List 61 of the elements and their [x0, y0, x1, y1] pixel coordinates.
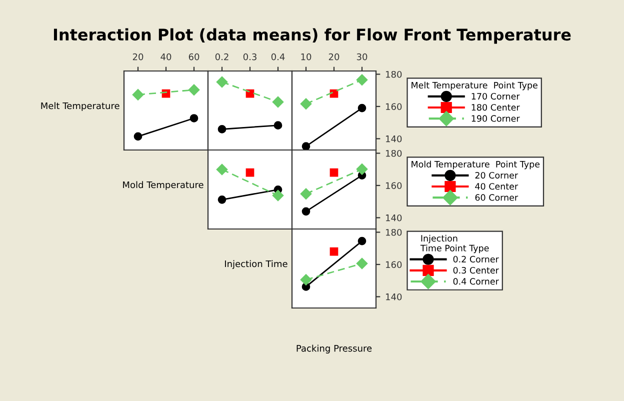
x-tick-label: 60 [188, 53, 200, 60]
legend-label: 190 Corner [472, 115, 520, 122]
point [216, 76, 228, 88]
x-tick-label: 0.4 [271, 53, 285, 60]
point [302, 207, 310, 216]
point [272, 96, 284, 108]
point [300, 98, 312, 110]
legend-title: Injection Time Point Type [420, 234, 489, 254]
y-tick-label: 160 [386, 103, 402, 110]
point [216, 164, 228, 176]
x-tick-label: 0.3 [243, 53, 256, 60]
point [134, 132, 142, 141]
point [356, 74, 368, 86]
point [300, 274, 312, 286]
point [300, 188, 312, 200]
y-axis-title: Mold Temperature [123, 181, 204, 190]
x-axis-title: Packing Pressure [296, 344, 372, 354]
legend-label: 0.2 Corner [453, 256, 499, 262]
point [302, 142, 310, 150]
point [218, 195, 226, 204]
legend-label: 40 Center [475, 183, 518, 190]
point [330, 168, 338, 177]
legend-title: Mold Temperature Point Type [412, 160, 540, 170]
legend-label: 170 Corner [472, 92, 520, 100]
point [356, 258, 368, 270]
legend-label: 0.4 Corner [453, 278, 499, 285]
point [190, 114, 198, 122]
point [358, 236, 366, 246]
x-tick-label: 30 [356, 53, 368, 60]
point [246, 168, 254, 177]
x-tick-label: 20 [132, 53, 144, 60]
y-tick-label: 140 [386, 135, 402, 142]
y-axis-title: Melt Temperature [41, 102, 120, 111]
point [330, 247, 338, 256]
y-tick-label: 140 [386, 214, 402, 222]
y-tick-label: 140 [386, 293, 402, 300]
legend-title: Melt Temperature Point Type [412, 82, 538, 90]
x-tick-label: 10 [301, 53, 312, 60]
point [330, 89, 338, 98]
legend-label: 20 Corner [475, 172, 518, 179]
legend-label: 0.3 Center [453, 266, 499, 274]
point [272, 190, 284, 202]
legend-label: 180 Center [472, 104, 520, 111]
y-tick-label: 160 [386, 182, 402, 190]
y-tick-label: 180 [386, 150, 402, 157]
point [218, 125, 226, 134]
point [188, 84, 200, 96]
point [132, 89, 144, 100]
legend-label: 60 Corner [475, 194, 518, 201]
x-tick-label: 0.2 [215, 53, 228, 60]
y-axis-title: Injection Time [225, 260, 288, 269]
y-tick-label: 160 [386, 261, 402, 268]
point [358, 104, 366, 112]
point [274, 121, 282, 130]
point [246, 89, 254, 98]
x-tick-label: 40 [160, 53, 172, 60]
x-tick-label: 20 [328, 53, 340, 60]
point [356, 164, 368, 175]
y-tick-label: 180 [386, 70, 402, 78]
y-tick-label: 180 [386, 228, 402, 236]
text: Interaction Plot (data means) for Flow Front Temperature [54, 28, 571, 44]
